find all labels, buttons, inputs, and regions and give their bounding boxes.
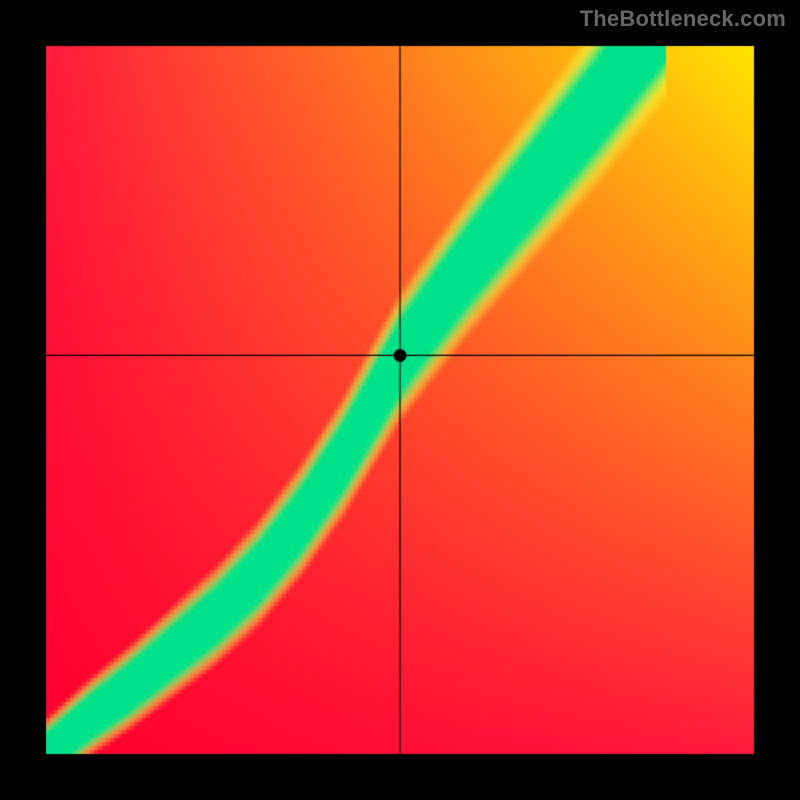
chart-container: TheBottleneck.com xyxy=(0,0,800,800)
watermark-label: TheBottleneck.com xyxy=(580,6,786,32)
bottleneck-heatmap xyxy=(0,0,800,800)
